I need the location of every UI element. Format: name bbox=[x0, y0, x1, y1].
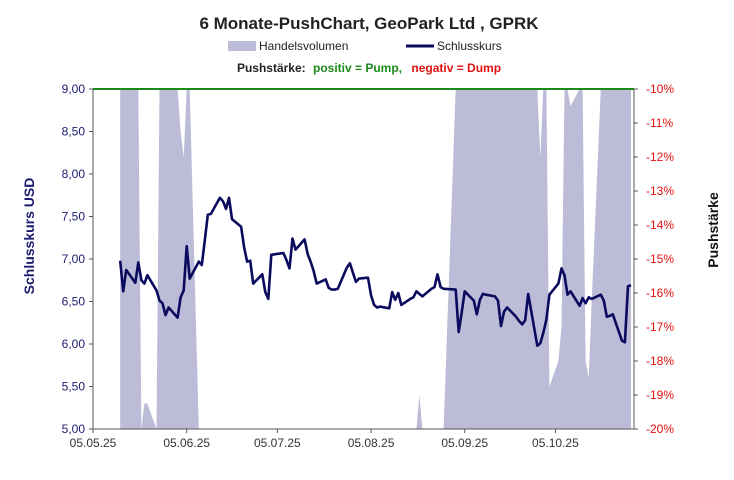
subtitle: Pushstärke: positiv = Pump, negativ = Du… bbox=[237, 61, 501, 75]
y-axis-label-left: Schlusskurs USD bbox=[21, 178, 37, 295]
subtitle-positive: positiv = Pump, bbox=[313, 61, 402, 75]
close-price-line bbox=[118, 196, 632, 347]
y-tick-label-right: -15% bbox=[646, 252, 674, 266]
y-tick-label-left: 6,00 bbox=[62, 337, 86, 351]
legend-label-close: Schlusskurs bbox=[437, 39, 502, 53]
x-tick-label: 05.10.25 bbox=[532, 436, 579, 450]
y-tick-label-right: -14% bbox=[646, 218, 674, 232]
x-tick-label: 05.05.25 bbox=[70, 436, 117, 450]
x-tick-label: 05.09.25 bbox=[441, 436, 488, 450]
y-tick-label-left: 7,00 bbox=[62, 252, 86, 266]
y-tick-label-left: 6,50 bbox=[62, 295, 86, 309]
y-tick-label-right: -20% bbox=[646, 422, 674, 436]
x-tick-label: 05.06.25 bbox=[163, 436, 210, 450]
y-tick-label-right: -12% bbox=[646, 150, 674, 164]
y-tick-label-left: 8,50 bbox=[62, 125, 86, 139]
y-axis-label-right: Pushstärke bbox=[705, 192, 721, 268]
subtitle-negative: negativ = Dump bbox=[411, 61, 501, 75]
y-tick-label-right: -13% bbox=[646, 184, 674, 198]
close-line-layer bbox=[118, 196, 632, 347]
y-tick-label-right: -11% bbox=[646, 116, 673, 130]
y-tick-label-left: 8,00 bbox=[62, 167, 86, 181]
volume-layer bbox=[120, 89, 631, 429]
x-tick-label: 05.08.25 bbox=[348, 436, 395, 450]
legend-label-volume: Handelsvolumen bbox=[259, 39, 348, 53]
chart-title: 6 Monate-PushChart, GeoPark Ltd , GPRK bbox=[199, 14, 539, 33]
y-tick-label-left: 7,50 bbox=[62, 210, 86, 224]
y-tick-label-right: -19% bbox=[646, 388, 674, 402]
axes-layer: 9,00 8,50 8,00 7,50 7,00 6,50 6,00 5,50 5,00 -10%… bbox=[62, 82, 675, 450]
legend: Handelsvolumen Schlusskurs bbox=[228, 39, 502, 53]
y-tick-label-left: 9,00 bbox=[62, 82, 86, 96]
y-tick-label-left: 5,00 bbox=[62, 422, 86, 436]
y-tick-label-right: -16% bbox=[646, 286, 674, 300]
plot-area: 9,00 8,50 8,00 7,50 7,00 6,50 6,00 5,50 5,00 -10%… bbox=[62, 82, 675, 450]
subtitle-prefix: Pushstärke: bbox=[237, 61, 306, 75]
legend-swatch-volume bbox=[228, 41, 256, 51]
volume-area bbox=[120, 89, 631, 429]
y-tick-label-left: 5,50 bbox=[62, 380, 86, 394]
y-tick-label-right: -17% bbox=[646, 320, 674, 334]
y-tick-label-right: -18% bbox=[646, 354, 674, 368]
y-tick-label-right: -10% bbox=[646, 82, 674, 96]
x-tick-label: 05.07.25 bbox=[254, 436, 301, 450]
